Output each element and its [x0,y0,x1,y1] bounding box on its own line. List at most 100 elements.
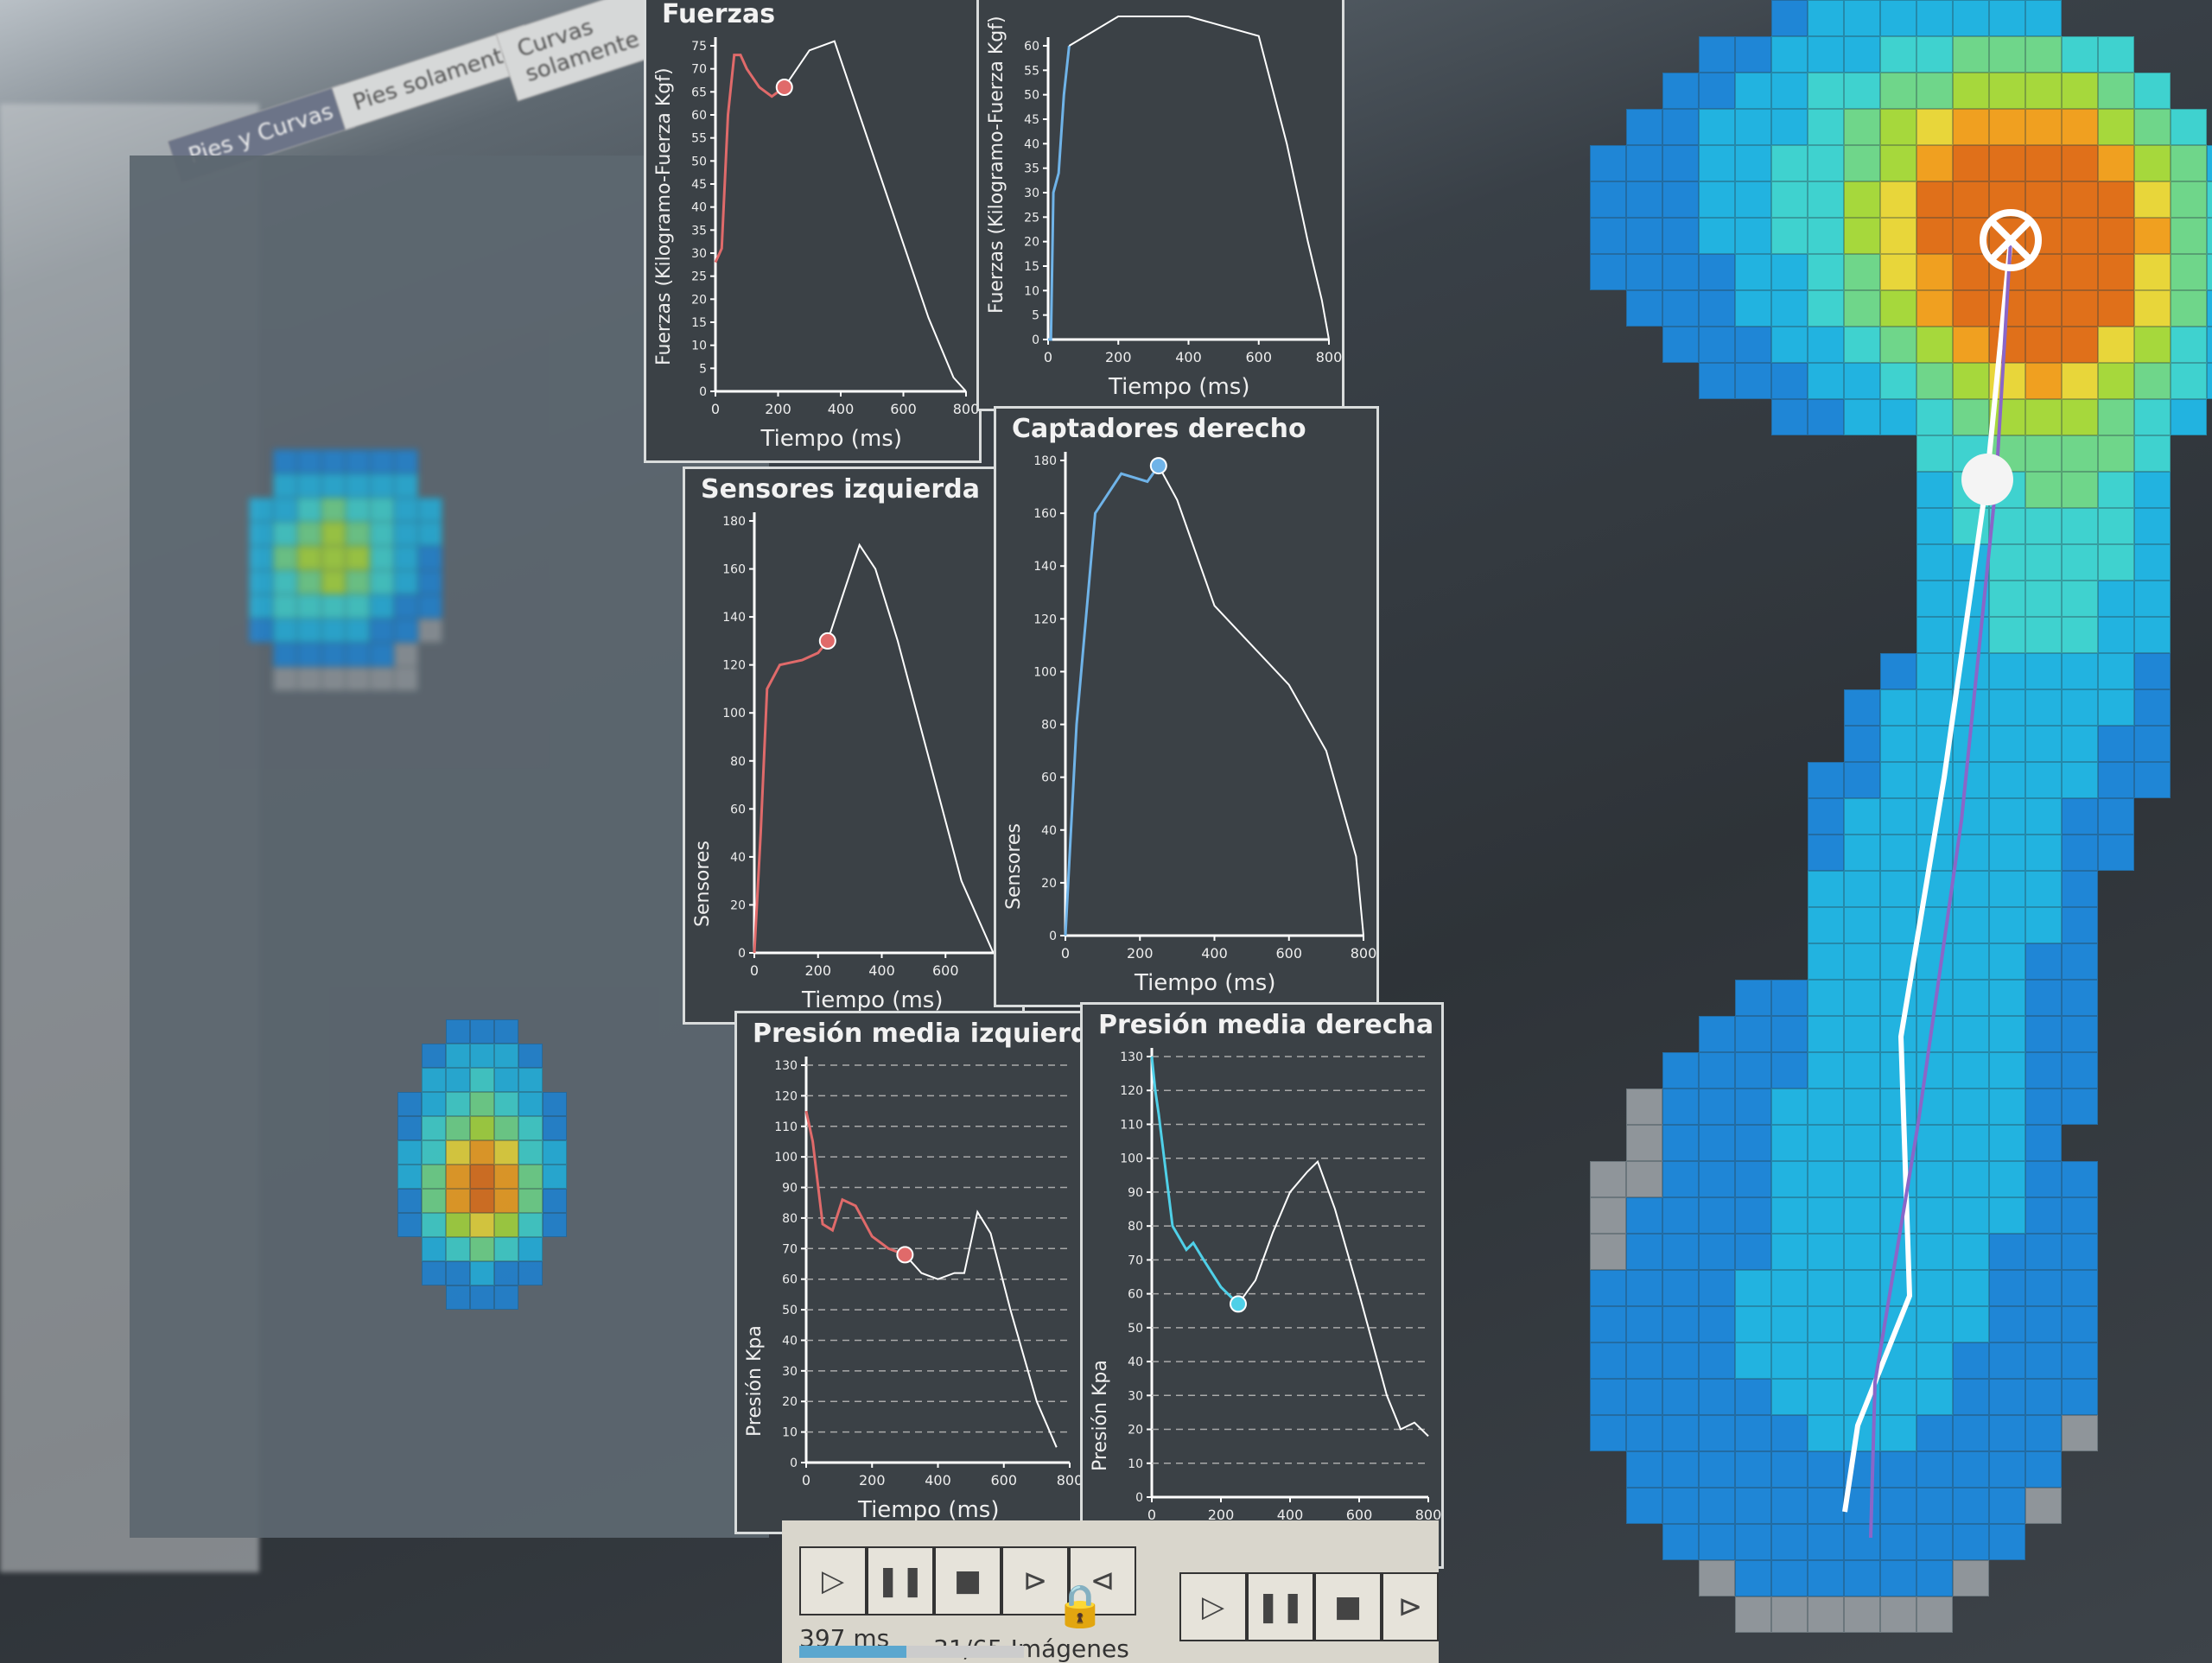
heatmap-cell [2025,907,2062,943]
heatmap-cell [321,619,346,643]
heatmap-cell [422,1213,446,1237]
current-frame-marker[interactable] [818,632,836,650]
heatmap-cell [1771,1379,1808,1415]
heatmap-cell [1699,290,1735,327]
playback-progress[interactable] [799,1646,1024,1658]
trajectory-line-secondary [1869,239,2012,1539]
heatmap-cell [1699,109,1735,145]
heatmap-cell [321,570,346,594]
heatmap-cell [2025,653,2062,689]
heatmap-cell [1735,73,1771,109]
heatmap-cell [494,1092,518,1116]
heatmap-cell [1699,1234,1735,1270]
heatmap-cell [1771,327,1808,363]
heatmap-cell [470,1068,494,1092]
x-tick-label: 200 [1105,349,1132,365]
heatmap-cell [2062,472,2098,508]
heatmap-cell [1989,145,2025,181]
heatmap-cell [1880,1560,1916,1596]
heatmap-cell [1989,980,2025,1016]
heatmap-cell [2098,36,2134,73]
step-forward-left-button[interactable]: ⊳ [1001,1546,1069,1615]
play-left-button[interactable]: ▷ [799,1546,867,1615]
pause-right-button[interactable]: ❚❚ [1247,1572,1314,1641]
heatmap-cell [1771,254,1808,290]
y-tick-label: 30 [782,1365,798,1379]
heatmap-cell [1989,0,2025,36]
heatmap-cell [1953,980,1989,1016]
heatmap-cell [1662,1488,1699,1524]
heatmap-cell [1699,218,1735,254]
heatmap-cell [2098,544,2134,581]
heatmap-cell [1808,907,1844,943]
heatmap-cell [1916,508,1953,544]
chart-plot: 0 5 10 15 20 25 30 35 40 45 50 55 60 65 70 75 0 200 400 600… [691,37,979,417]
stop-right-button[interactable]: ■ [1314,1572,1382,1641]
heatmap-cell [1953,1524,1989,1560]
heatmap-cell [1989,617,2025,653]
progress-fill [799,1646,907,1658]
heatmap-cell [1771,290,1808,327]
lock-icon[interactable]: 🔒 [1054,1582,1106,1630]
heatmap-cell [1880,1415,1916,1451]
pause-left-button[interactable]: ❚❚ [867,1546,934,1615]
heatmap-cell [1808,145,1844,181]
heatmap-cell [1880,290,1916,327]
heatmap-cell [543,1092,567,1116]
trajectory-line [1842,239,2013,1513]
x-axis-label: Tiempo (ms) [858,1497,1000,1523]
heatmap-cell [1880,1379,1916,1415]
heatmap-cell [397,1140,422,1165]
heatmap-cell [1916,1524,1953,1560]
x-tick-label: 0 [1061,945,1070,962]
heatmap-cell [1771,1270,1808,1306]
play-right-button[interactable]: ▷ [1179,1572,1247,1641]
x-tick-label: 800 [1057,1472,1083,1488]
heatmap-cell [346,570,370,594]
heatmap-cell [249,594,273,619]
heatmap-cell [2134,254,2171,290]
heatmap-cell [2062,1342,2098,1379]
y-tick-label: 130 [774,1059,798,1073]
current-frame-marker[interactable] [775,79,793,96]
heatmap-cell [1808,1379,1844,1415]
heatmap-cell [1880,1596,1916,1633]
y-tick-label: 60 [1128,1288,1143,1302]
current-frame-marker[interactable] [896,1246,914,1264]
y-tick-label: 25 [691,270,707,284]
heatmap-cell [2171,290,2207,327]
heatmap-cell [2025,399,2062,435]
heatmap-cell [1771,1306,1808,1342]
heatmap-cell [1989,726,2025,762]
heatmap-cell [2062,145,2098,181]
heatmap-cell [1880,907,1916,943]
heatmap-cell [1590,145,1626,181]
current-frame-marker[interactable] [1149,457,1167,475]
heatmap-cell [249,570,273,594]
current-frame-marker[interactable] [1230,1295,1247,1313]
heatmap-cell [543,1213,567,1237]
heatmap-cell [1699,1560,1735,1596]
y-tick-label: 100 [774,1151,798,1165]
heatmap-cell [1880,145,1916,181]
heatmap-cell [518,1261,543,1285]
heatmap-cell [1880,871,1916,907]
heatmap-cell [1880,980,1916,1016]
step-forward-right-button[interactable]: ⊳ [1382,1572,1439,1641]
heatmap-cell [2098,363,2134,399]
stop-left-button[interactable]: ■ [934,1546,1001,1615]
y-tick-label: 50 [1024,89,1039,103]
heatmap-cell [346,546,370,570]
y-tick-label: 120 [1033,613,1057,626]
step-back-left-button[interactable]: ⊲ [1069,1546,1136,1615]
heatmap-cell [2062,1016,2098,1052]
heatmap-cell [2062,1197,2098,1234]
heatmap-cell [297,643,321,667]
series-line-remaining [783,40,967,392]
heatmap-cell [2207,363,2212,399]
heatmap-cell [1735,1089,1771,1125]
heatmap-cell [422,1044,446,1068]
heatmap-cell [1880,798,1916,835]
heatmap-cell [1953,1016,1989,1052]
heatmap-cell [2025,1270,2062,1306]
